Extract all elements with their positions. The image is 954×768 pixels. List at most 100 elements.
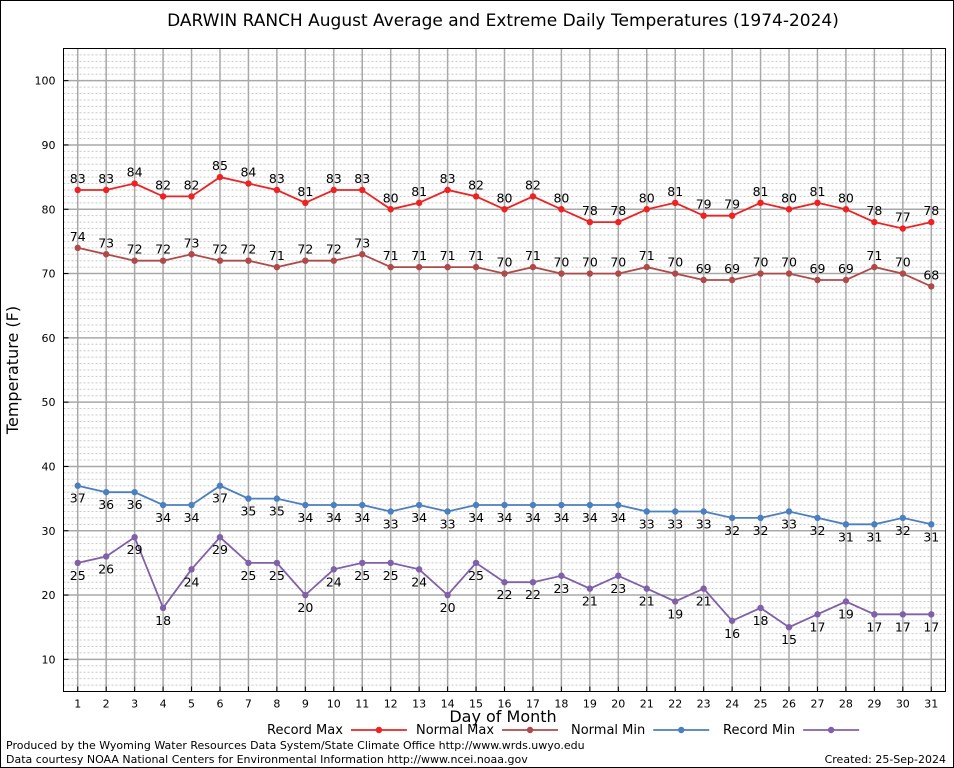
normal-min-data-label: 32 [724,523,740,538]
record-min-point [359,559,366,567]
record-max-point [387,206,394,213]
normal-max-data-label: 71 [468,248,484,263]
normal-min-point [330,501,337,509]
normal-min-data-label: 37 [70,491,86,506]
record-min-data-label: 24 [184,574,200,589]
record-max-data-label: 83 [326,171,342,186]
normal-min-point [387,508,394,515]
normal-max-point [757,270,764,277]
normal-max-data-label: 72 [326,242,342,257]
y-tick-label: 80 [42,203,56,216]
normal-max-data-label: 73 [354,235,370,250]
record-min-data-label: 25 [240,568,256,583]
normal-max-point [785,270,793,277]
record-min-point [558,572,565,579]
record-min-data-label: 19 [667,606,683,621]
legend-swatch-marker [526,726,534,734]
x-tick-label: 30 [896,698,910,711]
normal-max-data-label: 69 [696,261,712,276]
x-tick-label: 14 [441,698,455,711]
record-max-data-label: 81 [297,184,313,199]
normal-min-data-label: 34 [411,510,427,525]
x-tick-label: 22 [668,698,682,711]
legend-item-normal-max: Normal Max [416,723,559,738]
record-max-data-label: 83 [354,171,370,186]
normal-max-data-label: 73 [98,235,114,250]
record-max-data-label: 82 [525,177,541,192]
normal-min-point [899,514,907,522]
record-min-point [899,611,907,618]
record-max-point [273,186,281,194]
record-max-point [842,206,850,213]
record-min-data-label: 25 [354,568,370,583]
normal-min-point [785,508,793,515]
record-max-point [159,193,167,200]
normal-min-point [216,482,224,489]
normal-max-point [728,276,736,284]
record-min-data-label: 17 [895,619,911,634]
record-max-data-label: 80 [497,190,513,205]
record-max-point [188,193,195,200]
normal-max-point [302,257,309,264]
x-tick-label: 7 [245,698,252,711]
record-min-point [472,559,480,567]
x-tick-label: 11 [355,698,369,711]
normal-min-data-label: 36 [98,497,114,512]
record-max-point [558,206,565,213]
record-min-point [74,559,81,567]
normal-max-data-label: 69 [838,261,854,276]
normal-min-data-label: 34 [553,510,569,525]
x-tick-label: 6 [216,698,223,711]
x-tick-label: 2 [103,698,110,711]
normal-min-data-label: 37 [212,491,228,506]
record-min-point [302,591,309,599]
normal-min-point [700,508,707,515]
record-max-data-label: 83 [440,171,456,186]
normal-min-point [131,488,138,496]
y-tick-label: 50 [42,396,56,409]
normal-max-data-label: 72 [212,242,228,257]
normal-max-data-label: 71 [440,248,456,263]
legend-label-record-min: Record Min [723,723,795,738]
record-max-point [899,225,907,232]
record-min-point [643,585,650,592]
record-min-point [102,553,110,560]
record-max-data-label: 82 [184,177,200,192]
record-max-point [615,218,622,226]
normal-max-data-label: 72 [297,242,313,257]
normal-min-data-label: 35 [240,504,256,519]
record-max-data-label: 83 [98,171,114,186]
record-max-data-label: 81 [810,184,826,199]
record-min-data-label: 16 [724,626,740,641]
normal-min-point [558,501,565,509]
series-normal-max: 74 73 72 72 73 72 72 71 72 72 73 71 71 71 71 70 71 70 70 70… [70,229,939,290]
record-max-point [785,206,793,213]
normal-max-point [928,283,935,290]
normal-min-point [245,495,252,502]
normal-min-point [302,501,309,509]
record-min-point [387,559,394,567]
normal-max-point [529,263,537,271]
normal-max-data-label: 70 [497,255,513,270]
x-tick-label: 29 [867,698,881,711]
normal-min-point [188,501,195,509]
record-min-point [159,604,167,612]
legend-swatch-marker [375,726,383,734]
record-min-point [273,559,281,567]
normal-max-point [330,257,337,264]
normal-min-data-label: 32 [810,523,826,538]
x-tick-label: 23 [697,698,711,711]
normal-max-point [871,263,878,271]
normal-max-data-label: 72 [155,242,171,257]
normal-min-data-label: 31 [866,529,882,544]
record-max-point [728,212,736,219]
record-min-point [871,611,878,618]
normal-min-point [102,488,110,496]
x-tick-label: 5 [188,698,195,711]
series-normal-min: 37 36 36 34 34 37 35 35 34 34 34 33 34 33 34 34 34 34 34 34… [70,482,939,544]
record-max-point [102,186,110,194]
normal-min-data-label: 33 [383,516,399,531]
normal-min-point [359,501,366,509]
record-min-data-label: 29 [212,542,228,557]
